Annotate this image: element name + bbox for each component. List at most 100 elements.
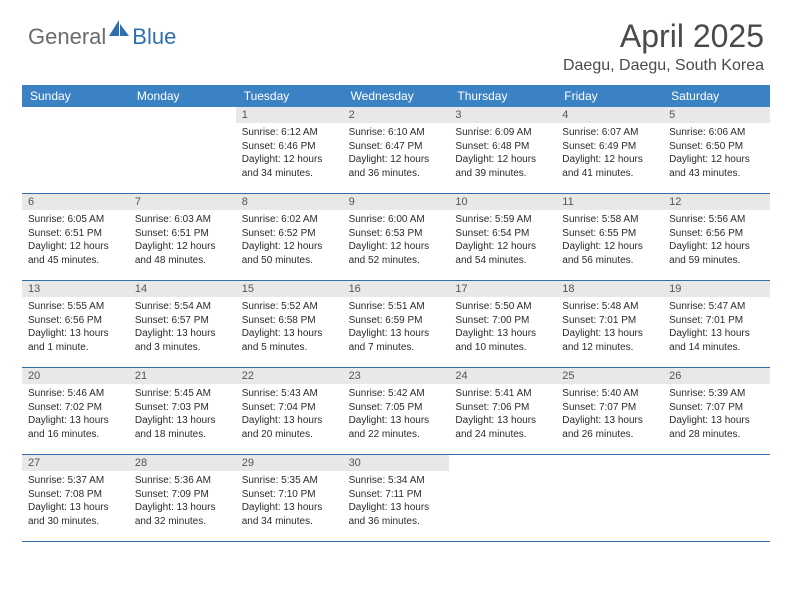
day-details: Sunrise: 6:03 AMSunset: 6:51 PMDaylight:… [129, 210, 236, 271]
sunset-text: Sunset: 6:54 PM [455, 227, 550, 241]
sunrise-text: Sunrise: 6:07 AM [562, 126, 657, 140]
sunrise-text: Sunrise: 5:56 AM [669, 213, 764, 227]
day-cell [129, 107, 236, 193]
sunset-text: Sunset: 7:01 PM [669, 314, 764, 328]
daylight-text: Daylight: 13 hours and 22 minutes. [349, 414, 444, 441]
day-number: 3 [449, 107, 556, 123]
day-number: 20 [22, 368, 129, 384]
sunset-text: Sunset: 6:56 PM [28, 314, 123, 328]
daylight-text: Daylight: 12 hours and 54 minutes. [455, 240, 550, 267]
sunset-text: Sunset: 7:04 PM [242, 401, 337, 415]
day-header: Monday [129, 85, 236, 107]
sunrise-text: Sunrise: 6:09 AM [455, 126, 550, 140]
sunrise-text: Sunrise: 6:03 AM [135, 213, 230, 227]
sunset-text: Sunset: 6:58 PM [242, 314, 337, 328]
sunset-text: Sunset: 7:06 PM [455, 401, 550, 415]
day-details: Sunrise: 5:54 AMSunset: 6:57 PMDaylight:… [129, 297, 236, 358]
day-cell: 29Sunrise: 5:35 AMSunset: 7:10 PMDayligh… [236, 455, 343, 541]
sunrise-text: Sunrise: 5:37 AM [28, 474, 123, 488]
day-cell: 15Sunrise: 5:52 AMSunset: 6:58 PMDayligh… [236, 281, 343, 367]
day-number: 22 [236, 368, 343, 384]
sunset-text: Sunset: 7:07 PM [562, 401, 657, 415]
sunset-text: Sunset: 7:11 PM [349, 488, 444, 502]
day-number: 28 [129, 455, 236, 471]
day-header: Thursday [449, 85, 556, 107]
day-cell: 13Sunrise: 5:55 AMSunset: 6:56 PMDayligh… [22, 281, 129, 367]
logo: General Blue [28, 24, 176, 50]
sunrise-text: Sunrise: 6:10 AM [349, 126, 444, 140]
day-number: 23 [343, 368, 450, 384]
day-details: Sunrise: 5:37 AMSunset: 7:08 PMDaylight:… [22, 471, 129, 532]
sunset-text: Sunset: 6:46 PM [242, 140, 337, 154]
sunrise-text: Sunrise: 6:02 AM [242, 213, 337, 227]
day-cell: 11Sunrise: 5:58 AMSunset: 6:55 PMDayligh… [556, 194, 663, 280]
day-details: Sunrise: 6:10 AMSunset: 6:47 PMDaylight:… [343, 123, 450, 184]
daylight-text: Daylight: 12 hours and 45 minutes. [28, 240, 123, 267]
day-details: Sunrise: 6:07 AMSunset: 6:49 PMDaylight:… [556, 123, 663, 184]
day-number [663, 455, 770, 459]
day-details: Sunrise: 5:51 AMSunset: 6:59 PMDaylight:… [343, 297, 450, 358]
day-cell: 17Sunrise: 5:50 AMSunset: 7:00 PMDayligh… [449, 281, 556, 367]
day-number: 13 [22, 281, 129, 297]
logo-sail-icon [108, 19, 130, 42]
day-header: Sunday [22, 85, 129, 107]
sunrise-text: Sunrise: 5:35 AM [242, 474, 337, 488]
sunset-text: Sunset: 6:55 PM [562, 227, 657, 241]
day-details: Sunrise: 5:36 AMSunset: 7:09 PMDaylight:… [129, 471, 236, 532]
daylight-text: Daylight: 12 hours and 50 minutes. [242, 240, 337, 267]
day-number: 1 [236, 107, 343, 123]
sunrise-text: Sunrise: 5:39 AM [669, 387, 764, 401]
sunset-text: Sunset: 6:59 PM [349, 314, 444, 328]
day-number [129, 107, 236, 111]
daylight-text: Daylight: 13 hours and 7 minutes. [349, 327, 444, 354]
sunrise-text: Sunrise: 5:58 AM [562, 213, 657, 227]
day-cell: 7Sunrise: 6:03 AMSunset: 6:51 PMDaylight… [129, 194, 236, 280]
sunrise-text: Sunrise: 6:06 AM [669, 126, 764, 140]
day-cell: 3Sunrise: 6:09 AMSunset: 6:48 PMDaylight… [449, 107, 556, 193]
day-cell: 16Sunrise: 5:51 AMSunset: 6:59 PMDayligh… [343, 281, 450, 367]
daylight-text: Daylight: 13 hours and 32 minutes. [135, 501, 230, 528]
daylight-text: Daylight: 12 hours and 59 minutes. [669, 240, 764, 267]
day-details: Sunrise: 5:46 AMSunset: 7:02 PMDaylight:… [22, 384, 129, 445]
day-header: Friday [556, 85, 663, 107]
day-number: 30 [343, 455, 450, 471]
day-cell: 23Sunrise: 5:42 AMSunset: 7:05 PMDayligh… [343, 368, 450, 454]
day-number: 12 [663, 194, 770, 210]
daylight-text: Daylight: 12 hours and 48 minutes. [135, 240, 230, 267]
location-label: Daegu, Daegu, South Korea [563, 57, 764, 75]
day-cell: 30Sunrise: 5:34 AMSunset: 7:11 PMDayligh… [343, 455, 450, 541]
day-cell [663, 455, 770, 541]
daylight-text: Daylight: 13 hours and 34 minutes. [242, 501, 337, 528]
sunrise-text: Sunrise: 6:05 AM [28, 213, 123, 227]
day-number: 19 [663, 281, 770, 297]
day-details: Sunrise: 5:42 AMSunset: 7:05 PMDaylight:… [343, 384, 450, 445]
day-header: Wednesday [343, 85, 450, 107]
day-cell [556, 455, 663, 541]
daylight-text: Daylight: 13 hours and 18 minutes. [135, 414, 230, 441]
day-number: 21 [129, 368, 236, 384]
sunset-text: Sunset: 7:00 PM [455, 314, 550, 328]
daylight-text: Daylight: 12 hours and 39 minutes. [455, 153, 550, 180]
sunset-text: Sunset: 7:08 PM [28, 488, 123, 502]
day-details: Sunrise: 5:47 AMSunset: 7:01 PMDaylight:… [663, 297, 770, 358]
day-cell: 4Sunrise: 6:07 AMSunset: 6:49 PMDaylight… [556, 107, 663, 193]
day-details: Sunrise: 6:12 AMSunset: 6:46 PMDaylight:… [236, 123, 343, 184]
day-number: 27 [22, 455, 129, 471]
day-details: Sunrise: 5:35 AMSunset: 7:10 PMDaylight:… [236, 471, 343, 532]
day-number: 16 [343, 281, 450, 297]
daylight-text: Daylight: 13 hours and 20 minutes. [242, 414, 337, 441]
day-details: Sunrise: 5:56 AMSunset: 6:56 PMDaylight:… [663, 210, 770, 271]
daylight-text: Daylight: 13 hours and 14 minutes. [669, 327, 764, 354]
day-cell: 19Sunrise: 5:47 AMSunset: 7:01 PMDayligh… [663, 281, 770, 367]
sunrise-text: Sunrise: 5:36 AM [135, 474, 230, 488]
day-number: 10 [449, 194, 556, 210]
sunset-text: Sunset: 6:53 PM [349, 227, 444, 241]
sunset-text: Sunset: 6:57 PM [135, 314, 230, 328]
sunrise-text: Sunrise: 5:48 AM [562, 300, 657, 314]
day-cell: 2Sunrise: 6:10 AMSunset: 6:47 PMDaylight… [343, 107, 450, 193]
day-cell: 24Sunrise: 5:41 AMSunset: 7:06 PMDayligh… [449, 368, 556, 454]
day-cell: 14Sunrise: 5:54 AMSunset: 6:57 PMDayligh… [129, 281, 236, 367]
day-cell: 26Sunrise: 5:39 AMSunset: 7:07 PMDayligh… [663, 368, 770, 454]
sunrise-text: Sunrise: 5:50 AM [455, 300, 550, 314]
day-number: 17 [449, 281, 556, 297]
